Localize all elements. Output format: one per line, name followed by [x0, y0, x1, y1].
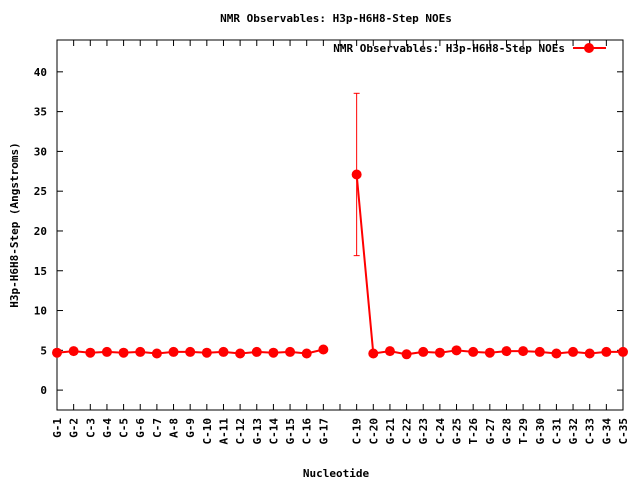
- x-tick-label: C-12: [234, 418, 247, 445]
- x-tick-label: G-17: [317, 418, 330, 445]
- x-tick-label: G-9: [184, 418, 197, 438]
- data-point: [501, 346, 512, 357]
- y-tick-label: 40: [34, 66, 47, 79]
- data-point: [201, 347, 212, 358]
- x-tick-label: G-13: [251, 418, 264, 445]
- legend-label: NMR Observables: H3p-H6H8-Step NOEs: [333, 42, 565, 55]
- x-tick-label: C-33: [584, 418, 597, 445]
- data-point: [484, 347, 495, 358]
- data-point: [418, 346, 429, 357]
- y-tick-label: 30: [34, 145, 47, 158]
- x-tick-label: C-16: [301, 418, 314, 445]
- y-tick-label: 25: [34, 185, 47, 198]
- y-tick-label: 5: [40, 344, 47, 357]
- chart-title: NMR Observables: H3p-H6H8-Step NOEs: [220, 12, 452, 25]
- x-tick-label: G-15: [284, 418, 297, 445]
- data-point: [68, 346, 79, 357]
- data-point: [151, 348, 162, 359]
- data-point: [218, 346, 229, 357]
- data-point: [351, 169, 362, 180]
- data-point: [451, 345, 462, 356]
- data-point: [235, 348, 246, 359]
- x-tick-label: G-2: [68, 418, 81, 438]
- data-point: [584, 348, 595, 359]
- data-point: [85, 347, 96, 358]
- data-point: [434, 347, 445, 358]
- data-point: [384, 346, 395, 357]
- x-tick-label: C-31: [550, 418, 563, 445]
- x-tick-label: C-3: [84, 418, 97, 438]
- x-tick-label: G-1: [51, 418, 64, 438]
- x-axis: G-1 G-2 C-3 G-4 C-5 G-6 C-7 A-8 G-9 C-10 A-11 C-12 G…: [51, 40, 630, 445]
- data-point: [551, 348, 562, 359]
- y-tick-label: 15: [34, 265, 47, 278]
- data-point: [101, 346, 112, 357]
- data-point: [568, 346, 579, 357]
- x-tick-label: C-35: [617, 418, 630, 445]
- data-point: [301, 348, 312, 359]
- x-tick-label: G-32: [567, 418, 580, 445]
- x-tick-label: A-11: [217, 418, 230, 445]
- data-point: [401, 349, 412, 360]
- x-tick-label: C-10: [201, 418, 214, 445]
- y-tick-label: 10: [34, 305, 47, 318]
- data-point: [251, 346, 262, 357]
- legend-marker: [584, 43, 594, 53]
- data-point: [168, 346, 179, 357]
- data-point: [52, 347, 62, 358]
- x-tick-label: A-8: [168, 418, 181, 438]
- x-axis-label: Nucleotide: [303, 467, 370, 480]
- x-tick-label: G-27: [484, 418, 497, 445]
- y-tick-label: 20: [34, 225, 47, 238]
- x-tick-label: C-19: [351, 418, 364, 445]
- x-tick-label: G-6: [134, 418, 147, 438]
- data-point: [601, 346, 612, 357]
- x-tick-label: G-28: [500, 418, 513, 445]
- data-point: [118, 347, 129, 358]
- series-line: [355, 174, 623, 356]
- x-tick-label: C-24: [434, 418, 447, 445]
- y-tick-label: 35: [34, 106, 47, 119]
- x-tick-label: T-29: [517, 418, 530, 445]
- x-tick-label: C-20: [367, 418, 380, 445]
- data-point: [185, 346, 196, 357]
- x-tick-label: G-25: [451, 418, 464, 445]
- x-tick-label: T-26: [467, 418, 480, 445]
- legend: NMR Observables: H3p-H6H8-Step NOEs: [333, 42, 606, 55]
- x-tick-label: C-14: [267, 418, 280, 445]
- x-tick-label: C-22: [401, 418, 414, 445]
- x-tick-label: G-30: [534, 418, 547, 445]
- data-point: [318, 344, 329, 355]
- x-tick-label: C-7: [151, 418, 164, 438]
- series-layer: [52, 92, 628, 360]
- data-point: [518, 346, 529, 357]
- x-tick-label: C-5: [118, 418, 131, 438]
- y-tick-label: 0: [40, 384, 47, 397]
- data-point: [618, 346, 628, 357]
- data-point: [135, 346, 146, 357]
- x-tick-label: G-23: [417, 418, 430, 445]
- data-point: [285, 346, 296, 357]
- data-point: [468, 346, 479, 357]
- x-tick-label: G-34: [600, 418, 613, 445]
- data-point: [268, 347, 279, 358]
- x-tick-label: G-4: [101, 418, 114, 438]
- y-axis: 0 5 10 15 20 25 30 35 40: [34, 66, 623, 397]
- data-point: [368, 348, 379, 359]
- y-axis-label: H3p-H6H8-Step (Angstroms): [8, 142, 21, 308]
- x-tick-label: G-21: [384, 418, 397, 445]
- data-point: [534, 346, 545, 357]
